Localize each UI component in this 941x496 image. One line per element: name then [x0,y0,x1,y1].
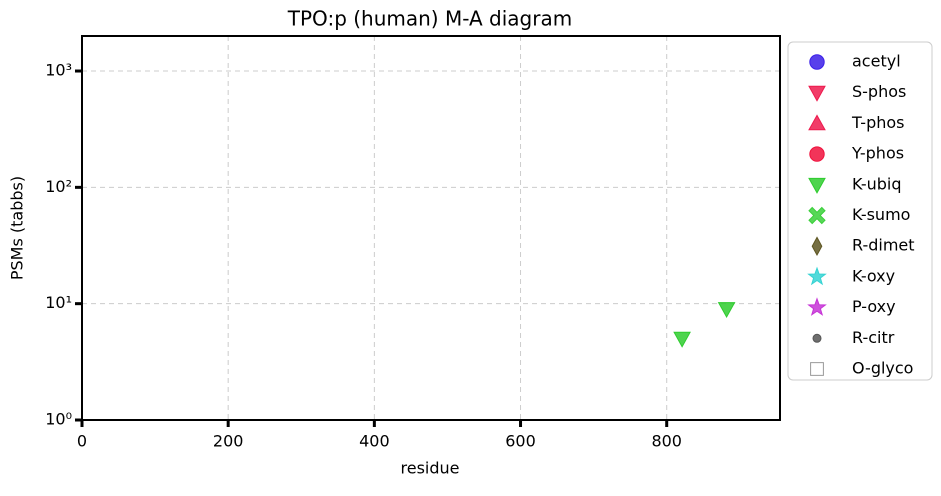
data-point [673,331,691,348]
legend-marker [809,146,825,162]
y-axis-label: PSMs (tabbs) [8,176,27,280]
legend-marker [808,85,826,102]
legend-label: acetyl [852,52,901,71]
y-tick-label: 10¹ [45,293,72,312]
legend-label: P-oxy [852,297,896,316]
x-tick-label: 400 [359,432,390,451]
legend-label: T-phos [851,113,905,132]
legend-marker [808,206,826,225]
x-tick-label: 800 [651,432,682,451]
chart-title: TPO:p (human) M-A diagram [287,7,572,31]
y-tick-label: 10² [45,177,72,196]
legend-label: R-dimet [852,236,915,255]
x-tick-label: 200 [213,432,244,451]
legend-label: Y-phos [851,144,904,163]
legend-label: K-sumo [852,205,910,224]
legend-box [787,41,933,381]
data-point [717,302,736,319]
legend-marker [808,114,826,131]
legend-marker [809,54,825,70]
legend-marker [808,177,826,194]
plot-frame [81,35,781,421]
legend-label: O-glyco [852,359,913,378]
legend-marker [811,236,823,257]
legend-label: R-citr [852,328,895,347]
legend-marker [807,266,827,286]
legend-label: S-phos [852,82,906,101]
legend-marker [810,362,824,376]
x-axis-label: residue [401,459,460,478]
x-tick-label: 0 [77,432,87,451]
y-tick-label: 10³ [45,61,72,80]
y-tick-label: 10⁰ [45,410,72,429]
legend-label: K-oxy [852,266,895,285]
legend-marker [812,333,822,343]
legend-label: K-ubiq [852,174,901,193]
x-tick-label: 600 [505,432,536,451]
legend-marker [807,297,827,316]
